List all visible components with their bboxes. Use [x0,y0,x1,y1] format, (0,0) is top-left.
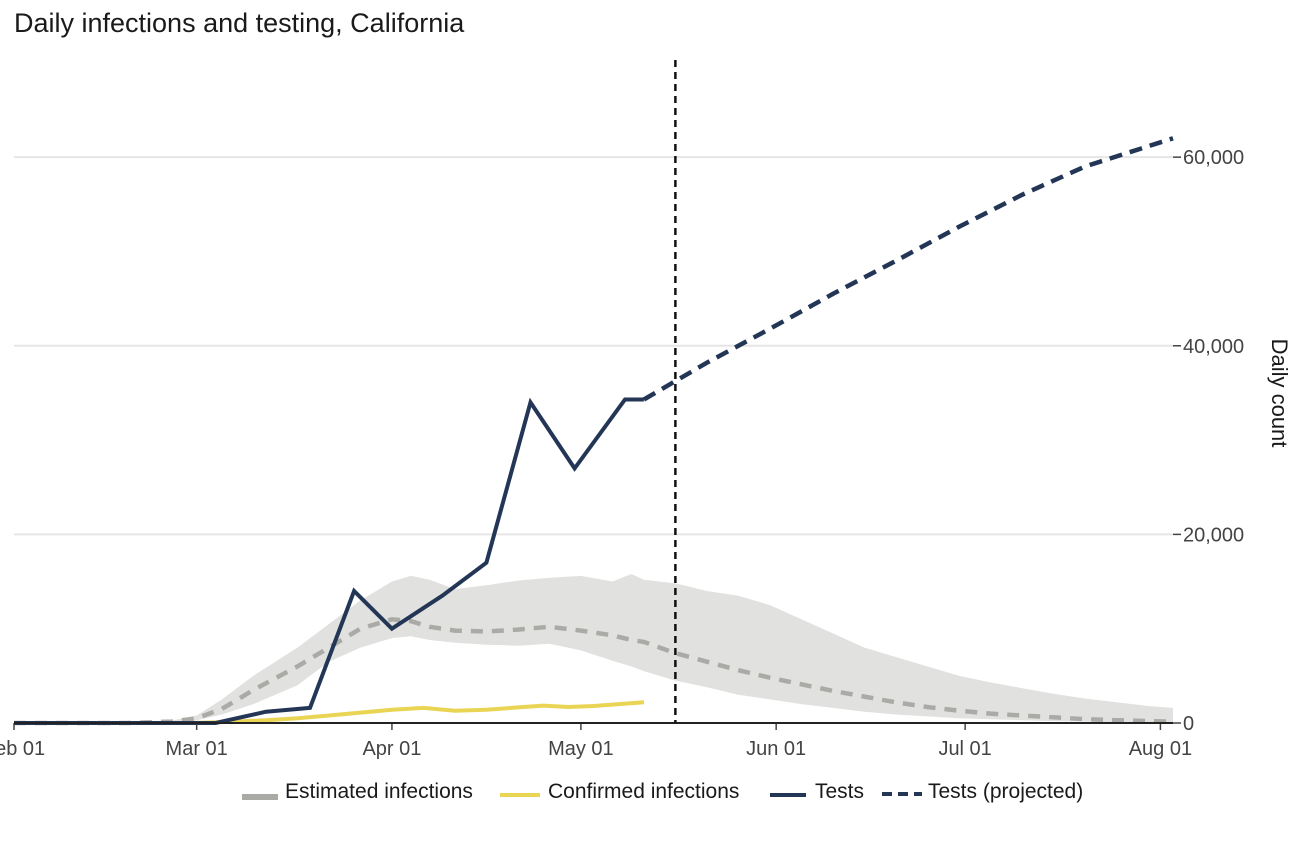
x-tick-label: Aug 01 [1129,738,1192,760]
x-tick-label: Feb 01 [0,738,45,760]
legend-label-tests: Tests [815,780,865,803]
estimated-infections-range [14,574,1173,723]
y-tick-label: 0 [1183,713,1194,735]
legend: Estimated infections Confirmed infection… [0,779,1300,809]
axes [13,60,1181,730]
tests-line [14,397,644,725]
legend-swatch-estimated [242,794,278,800]
x-tick-label: Apr 01 [362,738,421,760]
x-tick-label: Mar 01 [166,738,228,760]
legend-swatch-tests [770,793,806,797]
x-tick-label: Jun 01 [746,738,806,760]
tick-labels: 0 20,000 40,000 60,000 Feb 01 Mar 01 Apr 01 May… [0,147,1244,760]
tests-projected-line [642,136,1174,402]
y-axis-label: Daily count [1267,339,1292,448]
legend-label-estimated: Estimated infections [285,780,473,803]
x-tick-label: May 01 [548,738,614,760]
legend-label-confirmed: Confirmed infections [548,780,740,803]
legend-label-tests-projected: Tests (projected) [928,780,1084,803]
series-lines [14,136,1174,726]
legend-swatch-confirmed [500,793,540,797]
estimated-infections-line [14,617,1174,726]
estimated-infections-band [14,574,1173,723]
gridlines [14,156,1173,536]
legend-swatch-tests-projected [882,792,922,796]
y-tick-label: 60,000 [1183,147,1244,169]
confirmed-infections-line [14,700,645,725]
chart-title: Daily infections and testing, California [14,8,465,38]
y-tick-label: 20,000 [1183,524,1244,546]
x-tick-label: Jul 01 [938,738,991,760]
y-tick-label: 40,000 [1183,336,1244,358]
